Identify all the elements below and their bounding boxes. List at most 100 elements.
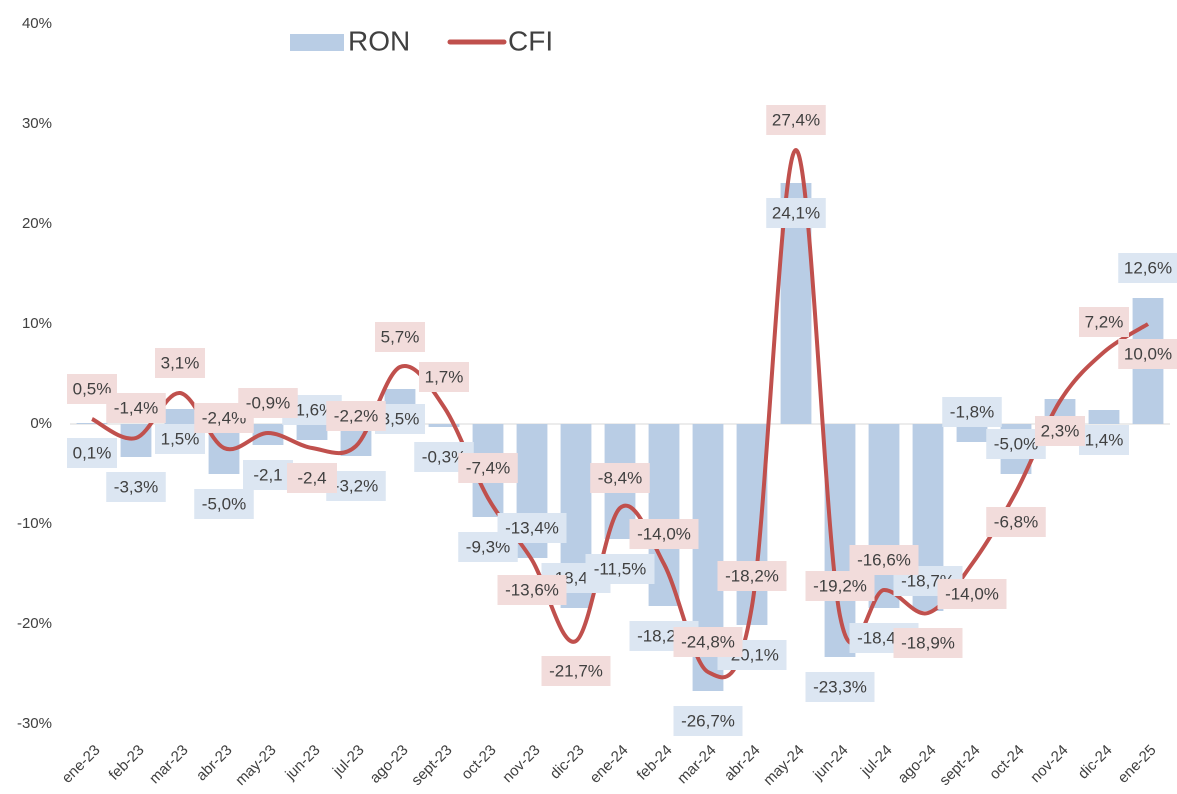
label-bg — [585, 554, 655, 584]
x-tick-label: feb-24 — [634, 742, 676, 784]
data-label: -2,4 — [297, 468, 326, 487]
legend-label: RON — [348, 25, 410, 56]
y-tick-label: 10% — [22, 315, 52, 332]
label-bg — [1035, 416, 1085, 446]
x-tick-label: mar-24 — [674, 742, 720, 788]
label-bg — [937, 579, 1007, 609]
x-tick-label: ago-23 — [367, 742, 412, 787]
data-label: -24,8% — [681, 632, 735, 651]
y-tick-label: -30% — [17, 715, 52, 732]
label-bg — [541, 656, 611, 686]
data-label: 3,5% — [381, 409, 420, 428]
data-label: 2,3% — [1041, 421, 1080, 440]
data-label: -13,6% — [505, 580, 559, 599]
label-bg — [106, 393, 166, 423]
label-bg — [717, 561, 787, 591]
data-label: -1,4% — [114, 398, 158, 417]
x-tick-label: nov-24 — [1027, 742, 1071, 786]
x-tick-label: sept-23 — [408, 742, 455, 789]
x-tick-label: nov-23 — [499, 742, 543, 786]
data-label: -5,0% — [994, 434, 1038, 453]
data-label: -0,3% — [422, 447, 466, 466]
data-label: -2,2% — [334, 406, 378, 425]
label-bg — [106, 472, 166, 502]
x-tick-label: oct-24 — [986, 742, 1028, 784]
label-bg — [942, 397, 1002, 427]
label-bg — [326, 401, 386, 431]
data-label: -23,3% — [813, 677, 867, 696]
label-bg — [893, 628, 963, 658]
data-label: -26,7% — [681, 711, 735, 730]
data-label: 24,1% — [772, 203, 820, 222]
data-label: -19,2% — [813, 576, 867, 595]
x-tick-label: jul-24 — [857, 742, 896, 781]
data-label: -11,5% — [594, 559, 647, 578]
label-bg — [673, 706, 743, 736]
data-label: -3,3% — [114, 477, 158, 496]
data-label: -1,8% — [950, 402, 994, 421]
label-bg — [497, 575, 567, 605]
data-label: -2,4% — [202, 408, 246, 427]
data-label: 7,2% — [1085, 312, 1124, 331]
data-label: 0,1% — [73, 443, 112, 462]
y-tick-label: 20% — [22, 215, 52, 232]
label-bg — [458, 453, 518, 483]
label-bg — [766, 198, 826, 228]
data-label: -7,4% — [466, 458, 510, 477]
y-tick-label: 30% — [22, 115, 52, 132]
data-label: -14,0% — [945, 584, 999, 603]
label-bg — [238, 388, 298, 418]
label-bg — [805, 571, 875, 601]
legend-swatch — [290, 34, 344, 51]
x-tick-label: may-23 — [232, 742, 279, 789]
label-bg — [673, 627, 743, 657]
label-bg — [1079, 425, 1129, 455]
data-label: -16,6% — [857, 550, 911, 569]
y-tick-label: 0% — [30, 415, 52, 432]
x-tick-label: sept-24 — [936, 742, 983, 789]
data-label: 10,0% — [1124, 344, 1172, 363]
x-tick-label: jul-23 — [329, 742, 368, 781]
y-tick-label: -20% — [17, 615, 52, 632]
x-tick-label: ene-25 — [1115, 742, 1160, 787]
x-tick-label: abr-23 — [193, 742, 236, 785]
label-bg — [590, 463, 650, 493]
data-label: -18,9% — [901, 633, 955, 652]
bar — [428, 424, 460, 427]
label-bg — [67, 438, 117, 468]
label-bg — [849, 545, 919, 575]
data-label: -8,4% — [598, 468, 642, 487]
label-bg — [766, 105, 826, 135]
data-label: -18,2% — [725, 566, 779, 585]
label-bg — [419, 362, 469, 392]
data-label: 1,4% — [1085, 430, 1124, 449]
data-label: -13,4% — [505, 518, 559, 537]
data-label: 12,6% — [1124, 258, 1172, 277]
label-bg — [155, 348, 205, 378]
label-bg — [1118, 339, 1177, 369]
data-label: -14,0% — [637, 524, 691, 543]
bar — [956, 424, 988, 442]
data-label: 1,7% — [425, 367, 464, 386]
label-bg — [243, 460, 293, 490]
label-bg — [287, 463, 337, 493]
x-tick-label: may-24 — [760, 742, 807, 789]
x-tick-label: feb-23 — [106, 742, 148, 784]
data-label: -5,0% — [202, 494, 246, 513]
label-bg — [1079, 307, 1129, 337]
x-tick-label: jun-23 — [281, 742, 323, 784]
data-label: 3,1% — [161, 353, 200, 372]
data-label: -0,9% — [246, 393, 290, 412]
y-tick-label: 40% — [22, 15, 52, 32]
label-bg — [375, 322, 425, 352]
bar — [76, 423, 108, 424]
label-bg — [1118, 253, 1177, 283]
data-label: -2,1 — [253, 465, 282, 484]
label-bg — [194, 489, 254, 519]
x-tick-label: ene-24 — [587, 742, 632, 787]
y-tick-label: -10% — [17, 515, 52, 532]
label-bg — [629, 519, 699, 549]
x-tick-label: dic-23 — [547, 742, 588, 783]
data-label: 27,4% — [772, 110, 820, 129]
